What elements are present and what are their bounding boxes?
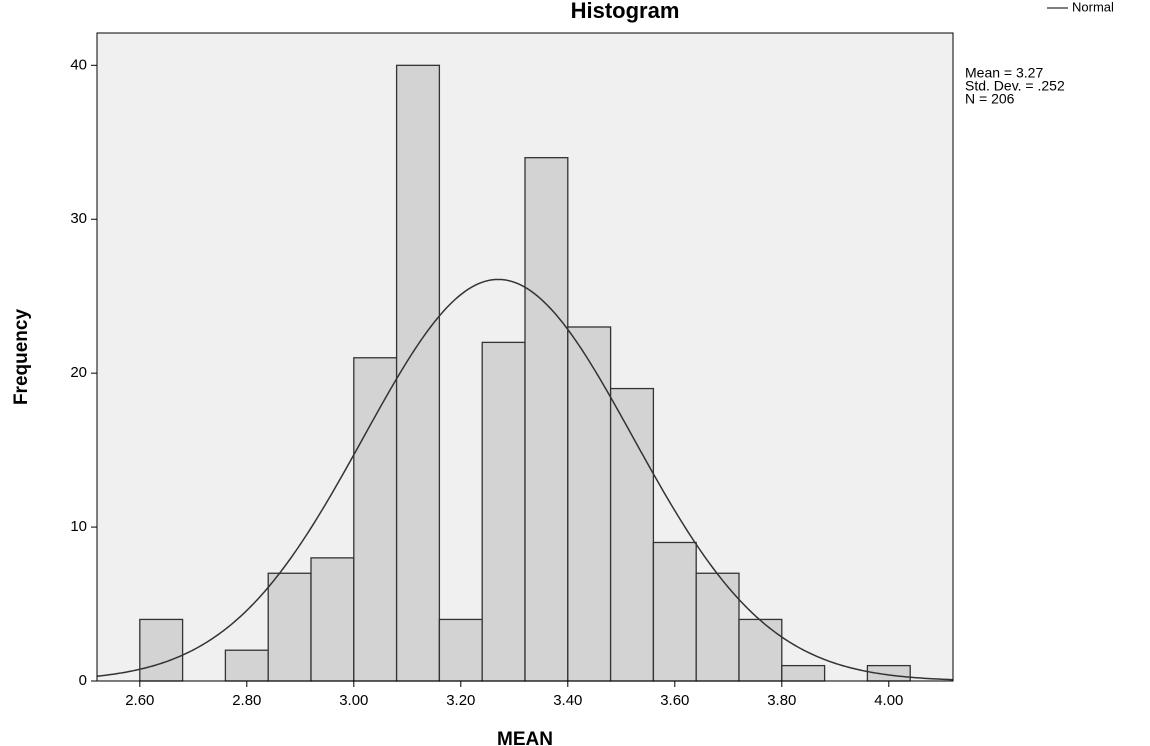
x-tick-label: 3.00: [339, 692, 368, 709]
x-tick-label: 2.80: [232, 692, 261, 709]
x-tick-label: 3.20: [446, 692, 475, 709]
legend-label: Normal: [1072, 0, 1114, 14]
bar: [267, 572, 312, 682]
bar: [481, 341, 526, 682]
bar: [395, 64, 441, 682]
x-tick-label: 3.60: [660, 692, 689, 709]
bar: [567, 326, 612, 682]
bar: [310, 557, 355, 682]
bar: [781, 664, 826, 682]
x-tick-label: 4.00: [874, 692, 903, 709]
y-tick-label: 30: [70, 210, 87, 227]
bar: [609, 387, 655, 682]
y-tick-label: 0: [79, 672, 87, 689]
chart-title: Histogram: [571, 0, 680, 23]
x-tick-label: 3.80: [767, 692, 796, 709]
bar: [738, 618, 783, 682]
plot-frame: [96, 32, 954, 682]
x-tick-label: 2.60: [125, 692, 154, 709]
normal-curve: [96, 278, 954, 681]
bar: [224, 649, 269, 682]
bar: [353, 357, 398, 682]
bar: [652, 541, 697, 682]
bar: [438, 618, 483, 682]
x-axis-label: MEAN: [497, 729, 553, 746]
bar: [695, 572, 740, 682]
y-tick-label: 40: [70, 56, 87, 73]
stats-text: Mean = 3.27: [965, 65, 1043, 81]
stats-text: Std. Dev. = .252: [965, 78, 1065, 94]
bar: [139, 618, 184, 682]
y-tick-label: 10: [70, 518, 87, 535]
y-tick-label: 20: [70, 364, 87, 381]
stats-text: N = 206: [965, 91, 1015, 107]
bar: [524, 157, 569, 682]
y-axis-label: Frequency: [11, 309, 32, 406]
x-tick-label: 3.40: [553, 692, 582, 709]
